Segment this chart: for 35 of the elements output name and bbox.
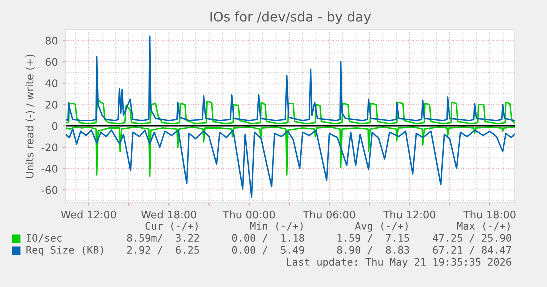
y-tick-label: -20 <box>42 144 58 152</box>
x-tick-label: Thu 18:00 <box>464 210 516 219</box>
y-tick-label: -60 <box>42 186 58 194</box>
text: 8.90 / 8.83 <box>337 246 410 255</box>
text: 0.00 / 1.18 <box>232 234 304 243</box>
y-axis-title: Units read (-) / write (+) <box>26 54 35 178</box>
x-tick-label: Wed 12:00 <box>61 210 116 219</box>
chart-title: IOs for /dev/sda - by day <box>210 12 372 24</box>
y-tick-label: 0 <box>52 122 58 130</box>
legend-label: Req Size (KB) <box>26 246 104 256</box>
y-tick-label: 60 <box>46 58 58 66</box>
line-series <box>66 98 515 125</box>
line-series <box>66 126 515 177</box>
x-tick-label: Thu 06:00 <box>303 210 356 219</box>
y-tick-label: 40 <box>46 80 58 88</box>
line-series <box>66 36 515 122</box>
line-series <box>66 128 515 198</box>
y-tick-label: 80 <box>46 36 58 45</box>
x-tick-label: Thu 00:00 <box>222 210 276 219</box>
text: Avg (-/+) <box>355 222 408 232</box>
text: Min (-/+) <box>250 222 303 232</box>
x-tick-label: Thu 12:00 <box>383 210 436 219</box>
text: Max (-/+) <box>457 222 510 232</box>
y-tick-label: 20 <box>46 100 58 109</box>
y-tick-label: -40 <box>42 165 58 173</box>
text: 8.59m/ 3.22 <box>127 234 200 243</box>
text: 1.59 / 7.15 <box>338 234 410 243</box>
text: Cur (-/+) <box>146 222 198 232</box>
text: Last update: Thu May 21 19:35:35 2026 <box>287 258 512 268</box>
text: 67.21 / 84.47 <box>433 246 512 255</box>
text: 0.00 / 5.49 <box>232 246 304 255</box>
x-tick-label: Wed 18:00 <box>141 210 196 219</box>
text: 2.92 / 6.25 <box>128 246 200 255</box>
text: 47.25 / 25.90 <box>433 234 512 243</box>
legend-label: IO/sec <box>26 234 62 243</box>
